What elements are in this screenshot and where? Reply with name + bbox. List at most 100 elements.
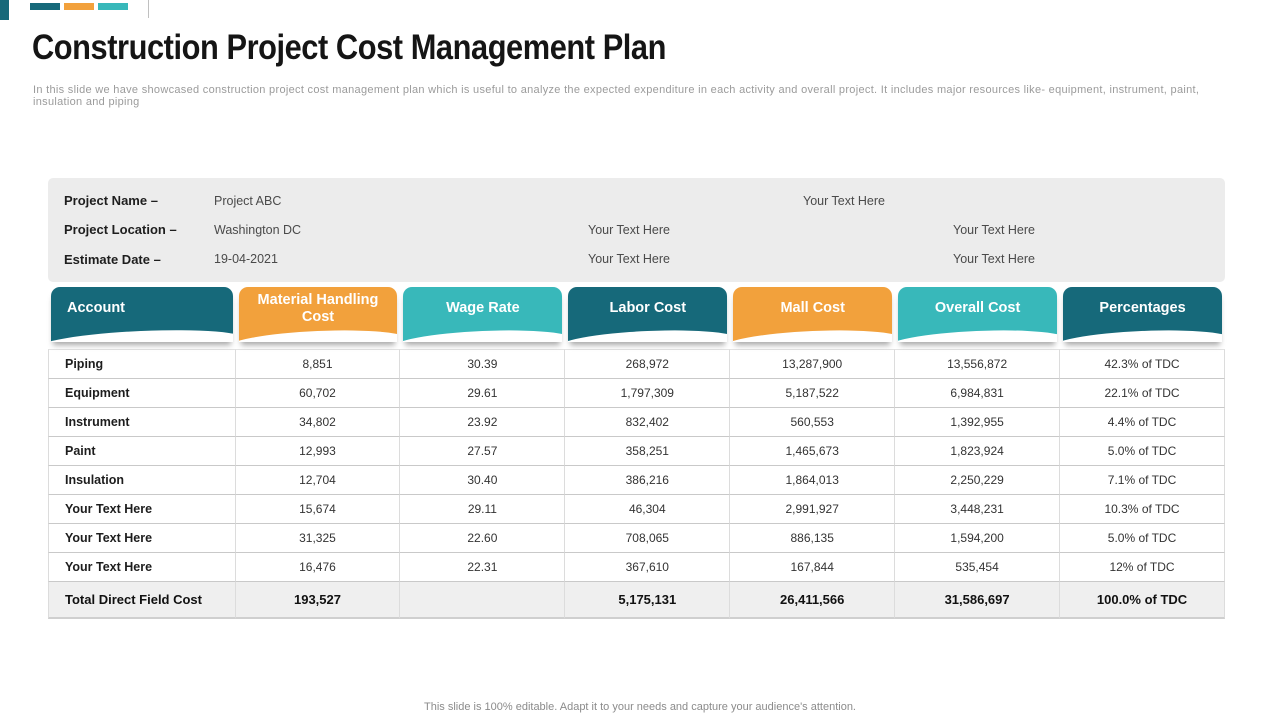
value-cell: 1,465,673 [730, 437, 896, 466]
total-value-cell: 100.0% of TDC [1060, 582, 1225, 619]
value-cell: 1,797,309 [565, 379, 731, 408]
placeholder-text: Your Text Here [588, 252, 670, 267]
value-cell: 15,674 [235, 495, 401, 524]
estimate-date-value: 19-04-2021 [214, 252, 278, 267]
value-cell: 16,476 [235, 553, 401, 582]
column-header-label: Mall Cost [733, 287, 893, 342]
decor-bar-2 [64, 3, 94, 10]
value-cell: 1,823,924 [895, 437, 1061, 466]
page-title: Construction Project Cost Management Pla… [32, 28, 666, 67]
total-value-cell: 5,175,131 [565, 582, 731, 619]
value-cell: 4.4% of TDC [1060, 408, 1225, 437]
value-cell: 29.61 [400, 379, 566, 408]
table-row: Paint 12,993 27.57 358,251 1,465,673 1,823,92… [48, 437, 1225, 466]
value-cell: 1,392,955 [895, 408, 1061, 437]
value-cell: 10.3% of TDC [1060, 495, 1225, 524]
total-value-cell: 26,411,566 [730, 582, 896, 619]
value-cell: 367,610 [565, 553, 731, 582]
value-cell: 42.3% of TDC [1060, 349, 1225, 379]
table-row: Piping 8,851 30.39 268,972 13,287,900 13,556,… [48, 349, 1225, 379]
corner-accent-block [0, 0, 9, 20]
info-row-project-name: Project Name – Project ABC Your Text Her… [48, 186, 1225, 215]
value-cell: 167,844 [730, 553, 896, 582]
column-header-label: Percentages [1063, 287, 1222, 342]
decor-bar-1 [30, 3, 60, 10]
value-cell: 832,402 [565, 408, 731, 437]
value-cell: 13,287,900 [730, 349, 896, 379]
value-cell: 1,864,013 [730, 466, 896, 495]
editable-note: This slide is 100% editable. Adapt it to… [424, 701, 856, 713]
value-cell: 386,216 [565, 466, 731, 495]
cost-table-header: Account Material Handling Cost Wage Rate La… [48, 287, 1225, 349]
column-header-mall-cost: Mall Cost [730, 287, 895, 349]
value-cell: 6,984,831 [895, 379, 1061, 408]
value-cell: 2,991,927 [730, 495, 896, 524]
cost-table-header-row: Account Material Handling Cost Wage Rate La… [48, 287, 1225, 349]
project-name-label: Project Name – [64, 193, 158, 209]
account-cell: Instrument [48, 408, 236, 437]
column-header-wage-rate: Wage Rate [400, 287, 565, 349]
column-header-account: Account [48, 287, 236, 349]
value-cell: 30.39 [400, 349, 566, 379]
value-cell: 886,135 [730, 524, 896, 553]
decor-bar-3 [98, 3, 128, 10]
account-cell: Piping [48, 349, 236, 379]
value-cell: 560,553 [730, 408, 896, 437]
placeholder-text: Your Text Here [588, 222, 670, 237]
page-subtitle: In this slide we have showcased construc… [33, 84, 1200, 108]
account-cell: Your Text Here [48, 553, 236, 582]
table-row: Your Text Here 15,674 29.11 46,304 2,991,927… [48, 495, 1225, 524]
column-header-overall-cost: Overall Cost [895, 287, 1060, 349]
value-cell: 31,325 [235, 524, 401, 553]
value-cell: 13,556,872 [895, 349, 1061, 379]
cost-table-container: Account Material Handling Cost Wage Rate La… [48, 287, 1225, 619]
value-cell: 30.40 [400, 466, 566, 495]
value-cell: 5,187,522 [730, 379, 896, 408]
value-cell: 22.60 [400, 524, 566, 553]
value-cell: 268,972 [565, 349, 731, 379]
total-value-cell [400, 582, 566, 619]
project-name-value: Project ABC [214, 193, 282, 208]
placeholder-text: Your Text Here [953, 222, 1035, 237]
info-row-estimate-date: Estimate Date – 19-04-2021 Your Text Her… [48, 245, 1225, 274]
account-cell: Equipment [48, 379, 236, 408]
value-cell: 708,065 [565, 524, 731, 553]
value-cell: 22.31 [400, 553, 566, 582]
table-row: Equipment 60,702 29.61 1,797,309 5,187,522 6,… [48, 379, 1225, 408]
value-cell: 27.57 [400, 437, 566, 466]
cost-table-body: Piping 8,851 30.39 268,972 13,287,900 13,556,… [48, 349, 1225, 582]
cost-table: Account Material Handling Cost Wage Rate La… [48, 287, 1225, 619]
table-row: Insulation 12,704 30.40 386,216 1,864,013 2,2… [48, 466, 1225, 495]
value-cell: 46,304 [565, 495, 731, 524]
value-cell: 12,993 [235, 437, 401, 466]
project-location-label: Project Location – [64, 222, 177, 238]
value-cell: 12,704 [235, 466, 401, 495]
total-label-cell: Total Direct Field Cost [48, 582, 236, 619]
table-row: Instrument 34,802 23.92 832,402 560,553 1,392… [48, 408, 1225, 437]
value-cell: 5.0% of TDC [1060, 524, 1225, 553]
value-cell: 1,594,200 [895, 524, 1061, 553]
value-cell: 34,802 [235, 408, 401, 437]
total-value-cell: 31,586,697 [895, 582, 1061, 619]
placeholder-text: Your Text Here [803, 193, 885, 208]
value-cell: 2,250,229 [895, 466, 1061, 495]
column-header-label: Material Handling Cost [238, 287, 398, 342]
column-header-label: Labor Cost [568, 287, 728, 342]
value-cell: 358,251 [565, 437, 731, 466]
value-cell: 7.1% of TDC [1060, 466, 1225, 495]
column-header-material-handling-cost: Material Handling Cost [236, 287, 401, 349]
account-cell: Your Text Here [48, 495, 236, 524]
column-header-label: Account [51, 287, 233, 342]
table-row: Your Text Here 31,325 22.60 708,065 886,135 1… [48, 524, 1225, 553]
value-cell: 60,702 [235, 379, 401, 408]
total-value-cell: 193,527 [235, 582, 401, 619]
project-info-box: Project Name – Project ABC Your Text Her… [48, 178, 1225, 282]
placeholder-text: Your Text Here [953, 252, 1035, 267]
decor-divider-line [148, 0, 149, 18]
cost-table-total-row: Total Direct Field Cost 193,527 5,175,131 2… [48, 582, 1225, 619]
estimate-date-label: Estimate Date – [64, 251, 161, 267]
value-cell: 535,454 [895, 553, 1061, 582]
value-cell: 23.92 [400, 408, 566, 437]
account-cell: Insulation [48, 466, 236, 495]
